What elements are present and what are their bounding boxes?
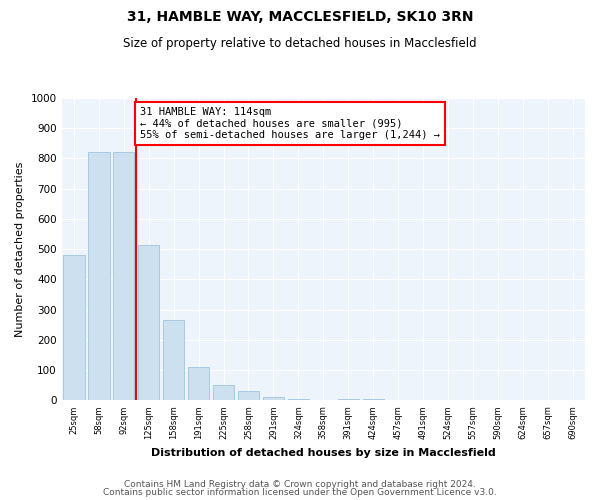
Bar bbox=[138, 244, 160, 400]
Y-axis label: Number of detached properties: Number of detached properties bbox=[15, 162, 25, 337]
Bar bbox=[213, 386, 234, 400]
Bar bbox=[238, 392, 259, 400]
Text: Contains public sector information licensed under the Open Government Licence v3: Contains public sector information licen… bbox=[103, 488, 497, 497]
Bar bbox=[163, 320, 184, 400]
Bar bbox=[188, 367, 209, 400]
Text: 31 HAMBLE WAY: 114sqm
← 44% of detached houses are smaller (995)
55% of semi-det: 31 HAMBLE WAY: 114sqm ← 44% of detached … bbox=[140, 107, 440, 140]
Bar bbox=[338, 399, 359, 400]
Text: Contains HM Land Registry data © Crown copyright and database right 2024.: Contains HM Land Registry data © Crown c… bbox=[124, 480, 476, 489]
Bar bbox=[64, 256, 85, 400]
Text: Size of property relative to detached houses in Macclesfield: Size of property relative to detached ho… bbox=[123, 38, 477, 51]
Bar bbox=[88, 152, 110, 400]
Bar bbox=[288, 399, 309, 400]
Text: 31, HAMBLE WAY, MACCLESFIELD, SK10 3RN: 31, HAMBLE WAY, MACCLESFIELD, SK10 3RN bbox=[127, 10, 473, 24]
Bar bbox=[263, 398, 284, 400]
X-axis label: Distribution of detached houses by size in Macclesfield: Distribution of detached houses by size … bbox=[151, 448, 496, 458]
Bar bbox=[113, 152, 134, 400]
Bar bbox=[362, 399, 384, 400]
